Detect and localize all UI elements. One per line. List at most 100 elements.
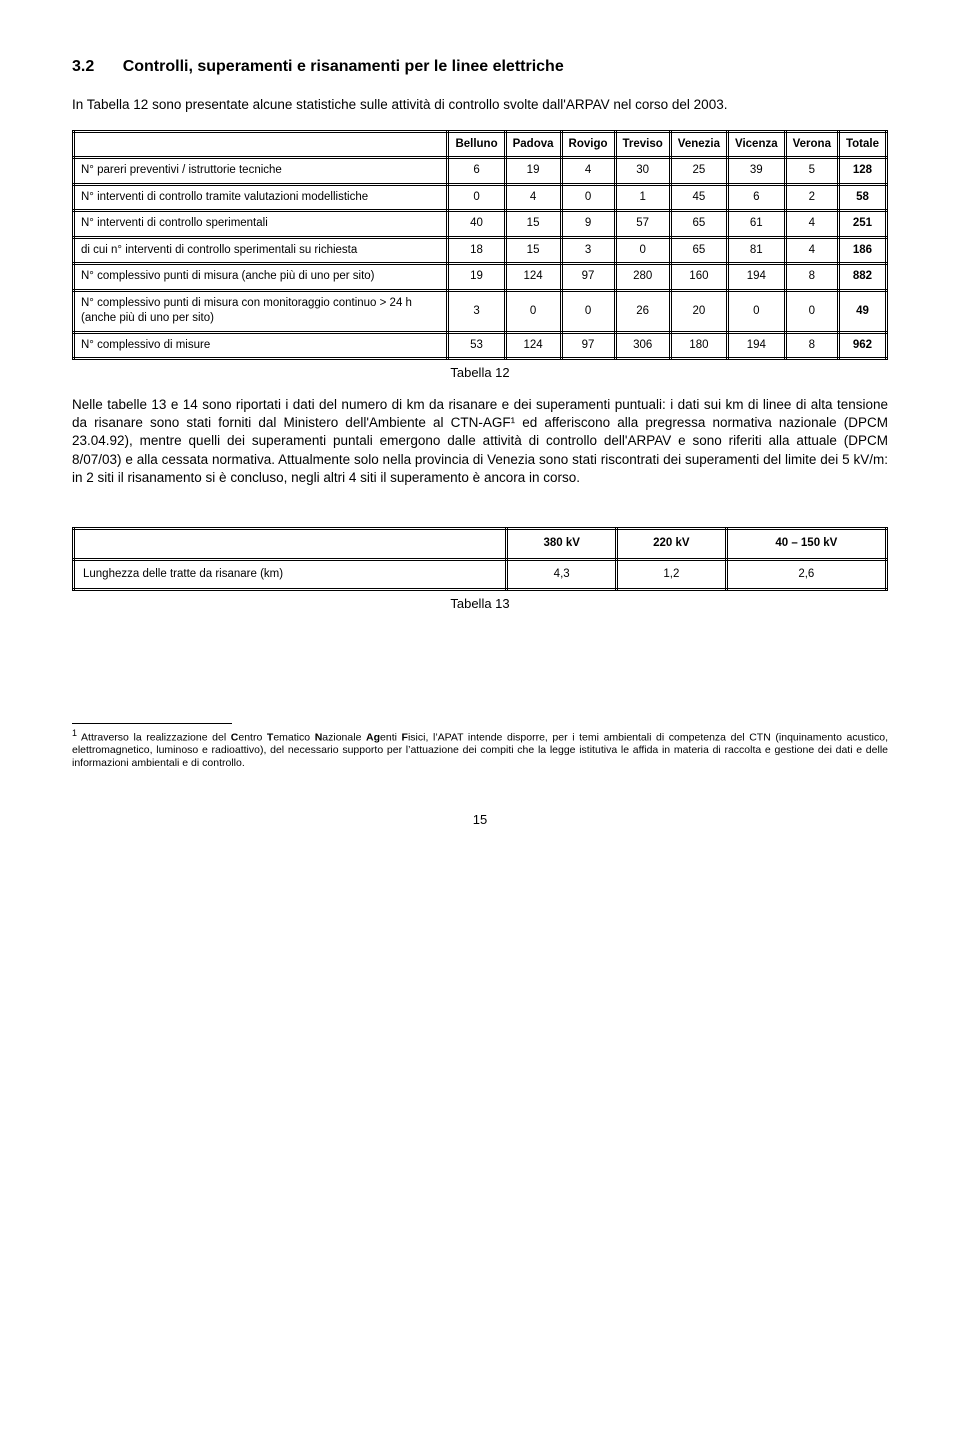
table-cell: 306	[615, 332, 670, 359]
table-cell: 65	[670, 211, 727, 238]
table-cell: 194	[728, 264, 786, 291]
table-12-col: Rovigo	[561, 131, 615, 158]
table-row-label: N° interventi di controllo sperimentali	[74, 211, 448, 238]
table-cell: 81	[728, 237, 786, 264]
intro-paragraph: In Tabella 12 sono presentate alcune sta…	[72, 96, 888, 114]
table-cell: 8	[785, 332, 838, 359]
table-cell: 49	[838, 290, 886, 332]
table-cell: 0	[448, 184, 505, 211]
table-cell: 160	[670, 264, 727, 291]
table-13-row: Lunghezza delle tratte da risanare (km) …	[74, 559, 887, 590]
table-12-body: N° pareri preventivi / istruttorie tecni…	[74, 158, 887, 359]
table-12-col: Totale	[838, 131, 886, 158]
table-cell: 58	[838, 184, 886, 211]
table-cell: 3	[448, 290, 505, 332]
table-12-caption: Tabella 12	[72, 364, 888, 382]
table-12-col: Venezia	[670, 131, 727, 158]
table-12-col: Padova	[505, 131, 561, 158]
table-cell: 0	[728, 290, 786, 332]
table-13-corner	[74, 529, 507, 560]
table-cell: 15	[505, 237, 561, 264]
footnote-marker: 1	[72, 728, 77, 738]
table-cell: 4	[785, 211, 838, 238]
table-cell: 30	[615, 158, 670, 185]
table-cell: 194	[728, 332, 786, 359]
table-cell: 25	[670, 158, 727, 185]
table-cell: 0	[561, 290, 615, 332]
table-13-caption: Tabella 13	[72, 595, 888, 613]
table-cell: 39	[728, 158, 786, 185]
table-row: N° interventi di controllo sperimentali4…	[74, 211, 887, 238]
table-cell: 128	[838, 158, 886, 185]
table-cell: 280	[615, 264, 670, 291]
table-cell: 97	[561, 264, 615, 291]
table-row-label: N° complessivo punti di misura con monit…	[74, 290, 448, 332]
table-cell: 18	[448, 237, 505, 264]
table-row: N° pareri preventivi / istruttorie tecni…	[74, 158, 887, 185]
table-13-header-row: 380 kV 220 kV 40 – 150 kV	[74, 529, 887, 560]
section-heading: 3.2 Controlli, superamenti e risanamenti…	[72, 56, 888, 78]
table-13-col: 220 kV	[617, 529, 727, 560]
table-12-corner	[74, 131, 448, 158]
table-13-cell: 2,6	[726, 559, 886, 590]
table-cell: 2	[785, 184, 838, 211]
table-13-col: 40 – 150 kV	[726, 529, 886, 560]
table-12: Belluno Padova Rovigo Treviso Venezia Vi…	[72, 130, 888, 361]
table-cell: 4	[785, 237, 838, 264]
table-cell: 962	[838, 332, 886, 359]
table-row-label: N° interventi di controllo tramite valut…	[74, 184, 448, 211]
table-row-label: N° complessivo di misure	[74, 332, 448, 359]
footnote-text: Attraverso la realizzazione del Centro T…	[72, 731, 888, 769]
section-title-text: Controlli, superamenti e risanamenti per…	[123, 58, 564, 75]
table-cell: 61	[728, 211, 786, 238]
table-cell: 5	[785, 158, 838, 185]
table-cell: 882	[838, 264, 886, 291]
table-13-row-label: Lunghezza delle tratte da risanare (km)	[74, 559, 507, 590]
table-cell: 19	[505, 158, 561, 185]
table-cell: 9	[561, 211, 615, 238]
table-cell: 15	[505, 211, 561, 238]
table-cell: 8	[785, 264, 838, 291]
table-cell: 251	[838, 211, 886, 238]
section-number: 3.2	[72, 56, 94, 78]
table-row: N° complessivo di misure5312497306180194…	[74, 332, 887, 359]
table-cell: 6	[728, 184, 786, 211]
table-13: 380 kV 220 kV 40 – 150 kV Lunghezza dell…	[72, 527, 888, 591]
table-cell: 20	[670, 290, 727, 332]
table-13-cell: 1,2	[617, 559, 727, 590]
table-cell: 3	[561, 237, 615, 264]
table-cell: 40	[448, 211, 505, 238]
table-cell: 97	[561, 332, 615, 359]
table-cell: 186	[838, 237, 886, 264]
table-12-header-row: Belluno Padova Rovigo Treviso Venezia Vi…	[74, 131, 887, 158]
table-cell: 0	[615, 237, 670, 264]
table-cell: 19	[448, 264, 505, 291]
table-cell: 180	[670, 332, 727, 359]
table-cell: 4	[505, 184, 561, 211]
table-row-label: N° complessivo punti di misura (anche pi…	[74, 264, 448, 291]
table-cell: 1	[615, 184, 670, 211]
table-cell: 57	[615, 211, 670, 238]
table-row: N° complessivo punti di misura con monit…	[74, 290, 887, 332]
table-12-col: Verona	[785, 131, 838, 158]
page-number: 15	[72, 811, 888, 829]
footnote: 1 Attraverso la realizzazione del Centro…	[72, 728, 888, 771]
table-12-col: Treviso	[615, 131, 670, 158]
table-cell: 124	[505, 264, 561, 291]
table-12-col: Belluno	[448, 131, 505, 158]
table-cell: 65	[670, 237, 727, 264]
table-cell: 4	[561, 158, 615, 185]
table-cell: 0	[561, 184, 615, 211]
table-cell: 26	[615, 290, 670, 332]
table-row: di cui n° interventi di controllo sperim…	[74, 237, 887, 264]
table-13-cell: 4,3	[507, 559, 617, 590]
table-cell: 6	[448, 158, 505, 185]
table-cell: 53	[448, 332, 505, 359]
footnote-separator	[72, 723, 232, 724]
table-13-col: 380 kV	[507, 529, 617, 560]
table-cell: 0	[785, 290, 838, 332]
table-row-label: di cui n° interventi di controllo sperim…	[74, 237, 448, 264]
table-cell: 0	[505, 290, 561, 332]
table-cell: 124	[505, 332, 561, 359]
table-row: N° interventi di controllo tramite valut…	[74, 184, 887, 211]
